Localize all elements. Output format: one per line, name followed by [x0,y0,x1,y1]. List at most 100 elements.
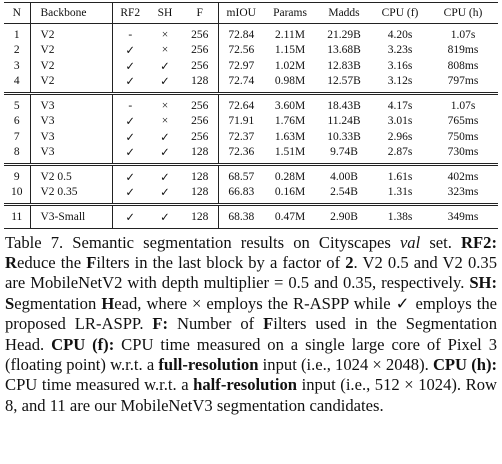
table-cell: 8 [4,144,31,165]
table-cell: 9 [4,164,31,185]
table-cell: 2.11M [275,28,305,41]
table-cell: 13.68B [327,44,361,57]
caption-text: RF2: R [5,232,497,272]
table-cell: ✓ [125,211,136,224]
table-cell: × [161,44,169,57]
table-cell: 0.28M [274,170,306,183]
table-cell: V2 [30,42,113,58]
table-cell: ✓ [160,211,170,224]
table-row: 5 V3 - × 256 72.64 3.60M 18.43B 4.17s 1.07s [4,93,498,114]
table-cell: 402ms [447,170,479,183]
table-cell: 1 [4,23,31,43]
table-cell: 256 [182,129,219,145]
caption-text: egmentation [14,293,102,313]
table-cell: 256 [182,113,219,129]
caption-text: CPU (h): [432,354,498,374]
column-header: CPU (f) [372,2,428,24]
caption-text: educe the [16,252,87,272]
table-cell: 4.20s [387,28,413,41]
table-row: 1 V2 - × 256 72.84 2.11M 21.29B 4.20s 1.07s [4,23,498,43]
table-cell: 72.56 [228,44,255,57]
table-cell: ✓ [125,131,136,144]
table-cell: V3 [30,144,113,165]
caption-text: Table 7. Semantic segmentation results o… [5,232,400,252]
table-row: 10 V2 0.35 ✓ ✓ 128 66.83 0.16M 2.54B 1.31s 323ms [4,184,498,205]
row-group: 9 V2 0.5 ✓ ✓ 128 68.57 0.28M 4.00B 1.61s 402ms 10 V… [4,164,498,205]
table-cell: 72.74 [228,75,255,88]
table-cell: 18.43B [327,99,361,112]
table-cell: 4.00B [330,170,358,183]
table-cell: 66.83 [228,186,255,199]
table-cell: 21.29B [327,28,361,41]
table-cell: V3-Small [30,204,113,228]
caption-text: input (i.e., 512 × 1024). Row 8, and 11 … [5,375,497,415]
table-cell: ✓ [160,171,170,184]
table-cell: 68.38 [228,210,255,223]
table-row: 2 V2 ✓ × 256 72.56 1.15M 13.68B 3.23s 819ms [4,42,498,58]
table-cell: 2.54B [330,186,358,199]
table-cell: V2 [30,73,113,94]
table-cell: × [161,99,169,112]
table-cell: 72.84 [228,28,255,41]
column-header: Backbone [30,2,113,24]
table-cell: 72.36 [228,146,255,159]
table-cell: 128 [182,164,219,185]
table-cell: ✓ [125,116,136,129]
table-cell: 1.15M [274,44,306,57]
caption-text: half-resolution [193,375,298,395]
table-cell: × [161,28,169,41]
table-cell: 4.17s [387,99,413,112]
table-cell: V3 [30,93,113,114]
caption-text: set. [420,232,462,252]
table-cell: 71.91 [228,115,255,128]
table-row: 6 V3 ✓ × 256 71.91 1.76M 11.24B 3.01s 765ms [4,113,498,129]
column-header: Params [264,2,316,24]
table-cell: 3 [4,58,31,74]
table-row: 9 V2 0.5 ✓ ✓ 128 68.57 0.28M 4.00B 1.61s 402ms [4,164,498,185]
table-cell: V3 [30,113,113,129]
table-cell: 10 [4,184,31,205]
table-cell: V2 0.35 [30,184,113,205]
table-row: 4 V2 ✓ ✓ 128 72.74 0.98M 12.57B 3.12s 797ms [4,73,498,94]
table-cell: 128 [182,204,219,228]
table-cell: 11 [4,204,31,228]
caption-text: H [101,293,115,313]
caption-text: CPU time measured on a single large core… [5,334,498,374]
table-cell: 4 [4,73,31,94]
table-cell: 256 [182,58,219,74]
table-cell: 819ms [447,44,479,57]
table-cell: 1.07s [450,28,476,41]
column-header: mIOU [218,2,264,24]
table-cell: 7 [4,129,31,145]
table-cell: 2.90B [330,210,358,223]
table-cell: - [128,28,133,41]
caption-text: CPU (f): [51,334,115,354]
table-cell: 9.74B [330,146,358,159]
caption-text: 2 [345,252,354,272]
table-cell: V3 [30,129,113,145]
table-cell: 0.47M [274,210,306,223]
table-cell: 256 [182,42,219,58]
caption-text: ilters in the last block by a factor of [96,252,346,272]
table-cell: ✓ [125,60,136,73]
row-group: 1 V2- × 256 72.84 2.11M 21.29B 4.20s 1.07s 2 V2 ✓ × 2… [4,23,498,94]
caption-text: F [86,252,97,272]
table-cell: 68.57 [228,170,255,183]
table-cell: 12.83B [327,59,361,72]
table-cell: 3.16s [387,59,413,72]
table-cell: 128 [182,184,219,205]
table-cell: 6 [4,113,31,129]
table-cell: 128 [182,73,219,94]
caption-text: Number of [168,314,264,334]
column-header: Madds [316,2,372,24]
table-cell: 72.64 [228,99,255,112]
table-cell: ✓ [160,76,170,89]
caption-text: CPU time measured w.r.t. a [5,375,194,395]
table-cell: 730ms [447,146,479,159]
table-cell: 808ms [447,59,479,72]
table-cell: ✓ [125,76,136,89]
table-cell: 0.16M [274,186,306,199]
